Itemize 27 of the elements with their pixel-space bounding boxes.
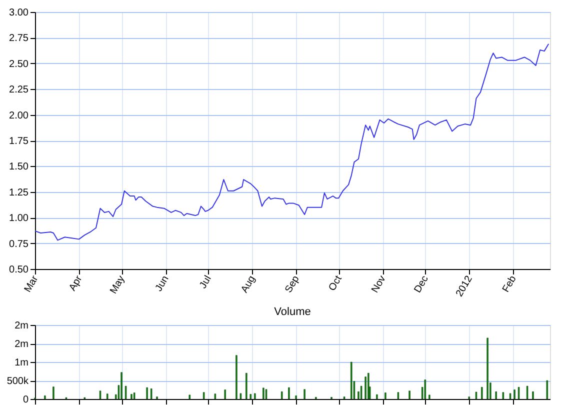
- y-tick-label: 2.25: [9, 84, 29, 96]
- y-tick-label: 1m: [14, 358, 28, 368]
- y-tick-label: 2.00: [9, 110, 29, 122]
- chart-title: Volume: [274, 306, 311, 318]
- y-tick-label: 2.50: [9, 58, 29, 70]
- y-tick-label: 500k: [6, 376, 30, 387]
- x-tick-label: Sep: [283, 274, 302, 295]
- y-tick-label: 0.75: [9, 238, 29, 250]
- y-tick-label: 1.00: [9, 213, 29, 224]
- x-tick-label: Mar: [22, 273, 42, 294]
- x-tick-label: Dec: [412, 274, 431, 295]
- x-tick-label: Feb: [500, 274, 520, 294]
- line-series: [34, 43, 550, 241]
- x-tick-label: Jul: [198, 274, 214, 291]
- y-tick-label: 1.25: [9, 187, 29, 198]
- y-tick-label: 1.75: [9, 136, 29, 147]
- x-tick-label: Oct: [326, 274, 344, 293]
- y-tick-label: 2m: [14, 320, 28, 332]
- x-tick-label: Jun: [154, 274, 172, 294]
- y-tick-label: 0: [22, 394, 29, 405]
- y-tick-label: 0.50: [9, 264, 29, 276]
- y-tick-label: 1.50: [9, 162, 29, 173]
- x-tick-label: Nov: [370, 274, 388, 295]
- x-tick-label: Apr: [67, 273, 86, 293]
- y-tick-label: 2m: [14, 339, 28, 350]
- y-tick-label: 3.00: [9, 8, 29, 18]
- y-tick-label: 2.75: [9, 33, 29, 44]
